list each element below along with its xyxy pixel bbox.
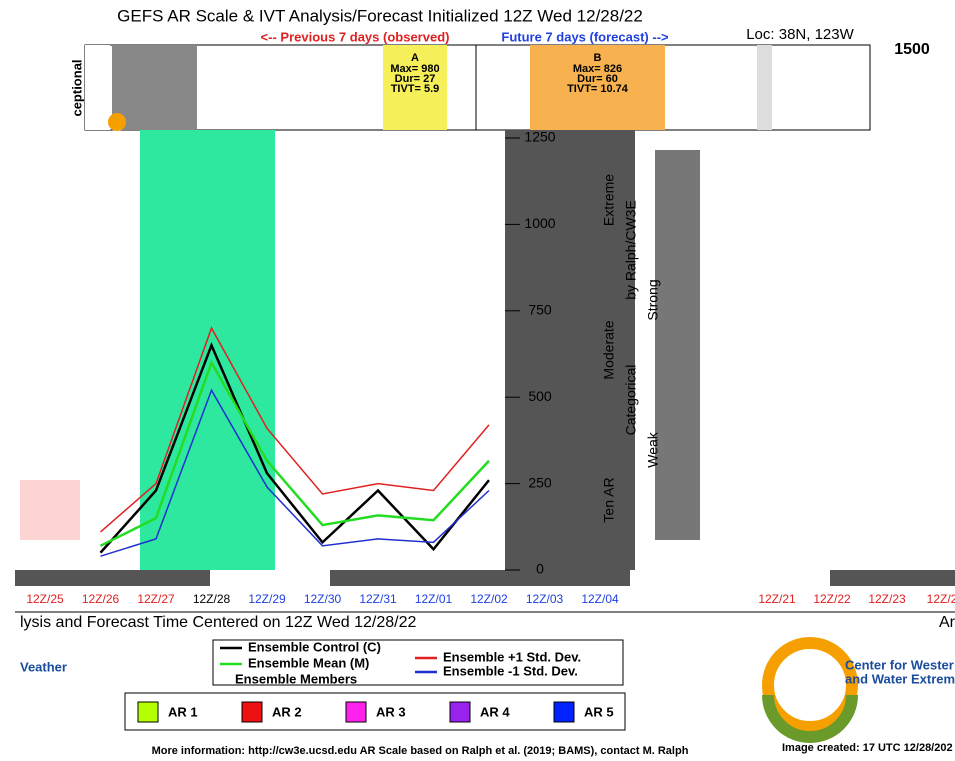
left-panel-label: ceptional — [69, 59, 84, 116]
x-tick-label: 12Z/02 — [470, 592, 508, 606]
ar-label: AR 3 — [376, 704, 406, 719]
ar-label: AR 2 — [272, 704, 302, 719]
y-tick-label: 1250 — [524, 129, 555, 145]
series-line — [99, 342, 490, 554]
x-tick-label: 12Z/23 — [868, 592, 906, 606]
scale-label: Ten AR — [601, 477, 617, 522]
x-tick-label: 12Z/04 — [581, 592, 619, 606]
ar-label: AR 1 — [168, 704, 198, 719]
annotation-letter: A — [411, 52, 419, 64]
logo-text: Veather — [20, 659, 67, 674]
footer: More information: http://cw3e.ucsd.edu A… — [152, 745, 689, 757]
top-strip — [84, 44, 871, 131]
logo-text: Center for Wester — [845, 657, 954, 672]
annotation-line: Dur= 60 — [577, 73, 618, 85]
legend-label: Ensemble Mean (M) — [248, 655, 369, 670]
scale-label: Extreme — [601, 174, 617, 226]
previous-label: <-- Previous 7 days (observed) — [261, 29, 450, 44]
y-tick-label: 750 — [528, 302, 552, 318]
logo-text: and Water Extrem — [845, 671, 955, 686]
region-pink — [20, 480, 80, 540]
x-tick-label: 12Z/29 — [248, 592, 286, 606]
region-gray — [655, 150, 700, 540]
x-tick-label: 12Z/01 — [415, 592, 453, 606]
annotation-line: TIVT= 5.9 — [391, 83, 440, 95]
map-thumbnail — [112, 45, 197, 130]
ar-swatch — [553, 701, 575, 723]
ar-swatch — [449, 701, 471, 723]
logo-ring — [762, 694, 858, 743]
series-line — [99, 359, 490, 547]
ar-label: AR 5 — [584, 704, 614, 719]
ar-swatch — [345, 701, 367, 723]
x-tick-label: 12Z/30 — [304, 592, 342, 606]
scale-label: Strong — [645, 279, 661, 320]
created: Image created: 17 UTC 12/28/202 — [782, 742, 953, 754]
y-tick-label: 1000 — [524, 215, 555, 231]
x-tick-label: 12Z/2 — [927, 592, 955, 606]
scale-label: by Ralph/CW3E — [623, 200, 639, 300]
x-strip — [775, 570, 830, 586]
x-tick-label: 12Z/21 — [758, 592, 796, 606]
map-area — [85, 45, 110, 130]
legend-box — [212, 639, 624, 686]
x-tick-label: 12Z/03 — [526, 592, 564, 606]
x-strip — [210, 570, 330, 586]
top-axis-tick: 1500 — [894, 41, 930, 58]
annotation-line: Max= 826 — [573, 63, 622, 75]
annotation-line: Dur= 27 — [395, 73, 436, 85]
y-tick-label: 0 — [536, 561, 544, 577]
annotation-line: Max= 980 — [390, 63, 439, 75]
region-gray — [505, 130, 635, 570]
annotation-letter: B — [594, 52, 602, 64]
annotation-box — [383, 45, 447, 130]
annotation-line: TIVT= 10.74 — [567, 83, 629, 95]
future-label: Future 7 days (forecast) --> — [501, 29, 669, 44]
scale-label: Weak — [645, 431, 661, 468]
series-line — [100, 326, 490, 533]
series-line — [100, 388, 490, 557]
legend-label: Ensemble Members — [235, 671, 357, 686]
x-tick-label: 12Z/27 — [137, 592, 175, 606]
title: GEFS AR Scale & IVT Analysis/Forecast In… — [117, 6, 643, 25]
x-axis-label-right: Ar — [939, 614, 955, 631]
y-tick-label: 500 — [528, 388, 552, 404]
x-tick-label: 12Z/25 — [26, 592, 64, 606]
x-tick-label: 12Z/26 — [82, 592, 120, 606]
location: Loc: 38N, 123W — [746, 26, 854, 43]
strip-band — [757, 45, 772, 130]
legend-label: Ensemble -1 Std. Dev. — [443, 663, 578, 678]
y-tick-label: 250 — [528, 474, 552, 490]
legend-label: Ensemble Control (C) — [248, 639, 381, 654]
ar-legend-box — [124, 692, 626, 731]
legend-label: Ensemble +1 Std. Dev. — [443, 649, 581, 664]
logo-ring — [762, 637, 858, 733]
x-tick-label: 12Z/31 — [359, 592, 397, 606]
scale-label: Moderate — [601, 320, 617, 379]
ar-swatch — [241, 701, 263, 723]
x-strip — [830, 570, 955, 586]
ar-swatch — [137, 701, 159, 723]
map-marker — [108, 113, 126, 131]
ar-label: AR 4 — [480, 704, 510, 719]
x-axis-label: lysis and Forecast Time Centered on 12Z … — [20, 614, 416, 631]
annotation-box — [530, 45, 665, 130]
scale-label: Categorical — [623, 365, 639, 436]
x-tick-label: 12Z/22 — [813, 592, 851, 606]
x-tick-label: 12Z/28 — [193, 592, 231, 606]
